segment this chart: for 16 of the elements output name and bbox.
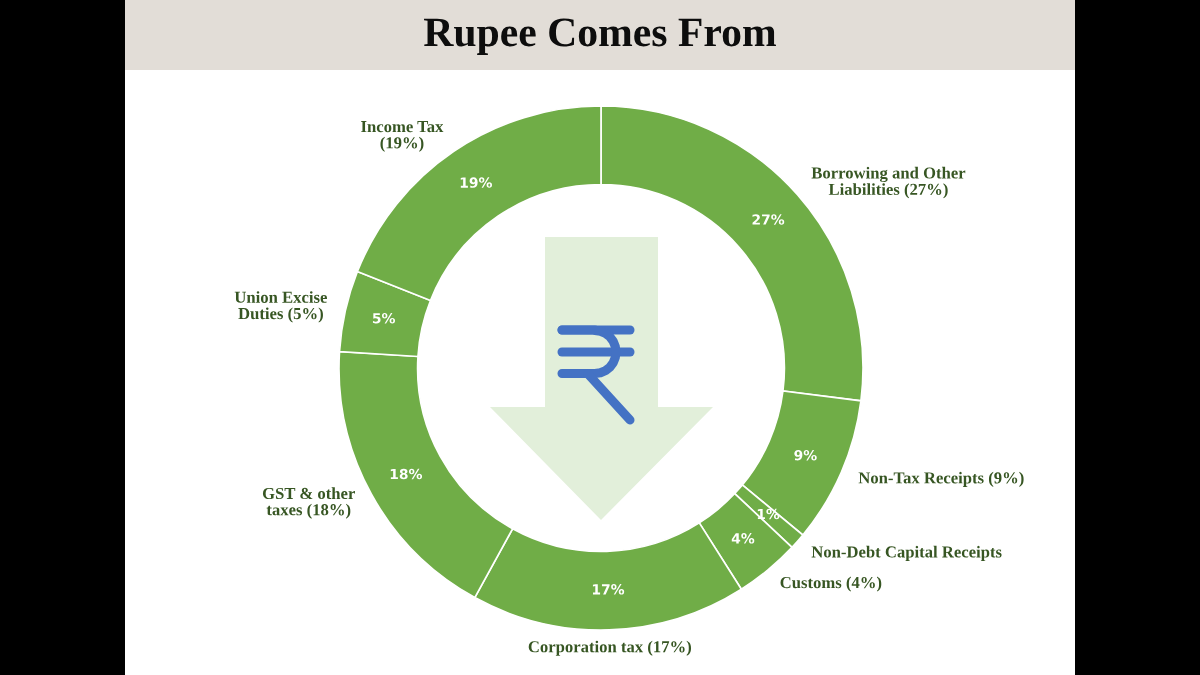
data-label: 9% xyxy=(794,449,817,461)
slice-label: Union Excise Duties (5%) xyxy=(234,291,327,323)
data-label: 27% xyxy=(752,214,785,225)
slice-label: GST & other taxes (18%) xyxy=(262,487,355,519)
data-label: 19% xyxy=(460,177,492,188)
data-label: 4% xyxy=(731,533,755,544)
chart-title: Rupee Comes From xyxy=(424,18,776,55)
slice-label: Non-Debt Capital Receipts xyxy=(811,545,1002,561)
slice-label: Customs (4%) xyxy=(780,576,882,592)
slice-label: Corporation tax (17%) xyxy=(528,640,692,656)
slice-label: Income Tax (19%) xyxy=(361,121,444,152)
slice-label: Non-Tax Receipts (9%) xyxy=(858,471,1024,487)
data-label: 17% xyxy=(592,584,625,595)
slice-label: Borrowing and Other Liabilities (27%) xyxy=(811,166,966,199)
data-label: 18% xyxy=(390,468,423,480)
data-label: 5% xyxy=(372,312,396,324)
